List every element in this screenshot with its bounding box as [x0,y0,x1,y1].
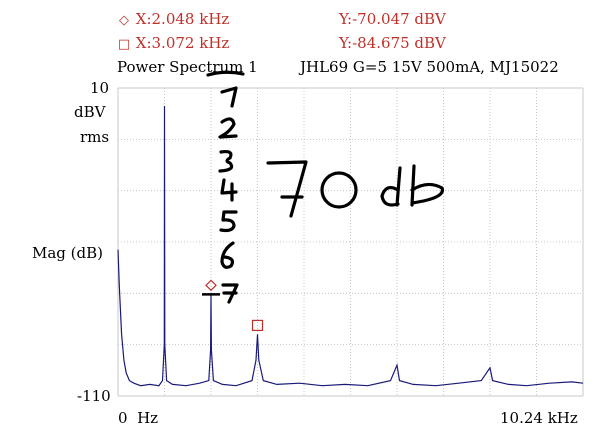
x-tick-end: 10.24 kHz [500,409,578,427]
cursor1-x-readout: ◇ X:2.048 kHz [117,11,229,29]
annotation-70-zero [320,171,358,209]
annotation-d [380,166,402,207]
y-tick-top: 10 [90,79,110,97]
grid-lines [117,87,584,397]
annotation-digit-2 [218,117,238,139]
annotation-digit-1 [220,86,238,108]
cursor1-diamond-marker [205,279,217,292]
cursor1-x-value: X:2.048 kHz [135,10,230,28]
square-marker-icon: □ [117,37,131,52]
handwritten-annotations [206,70,444,304]
y-tick-bottom: -110 [77,387,111,405]
annotation-digit-7 [221,283,239,304]
y-unit-line1: dBV [74,103,106,121]
cursor2-x-value: X:3.072 kHz [135,34,230,52]
annotation-digit-4 [220,178,238,202]
annotation-b [410,164,444,207]
cursor2-square-marker [251,319,264,331]
x-tick-start: 0 Hz [118,409,159,427]
cursor-markers [202,279,264,331]
measurement-description: JHL69 G=5 15V 500mA, MJ15022 [300,58,559,76]
cursor2-y-readout: Y:-84.675 dBV [339,34,446,52]
y-axis-label: Mag (dB) [32,244,104,262]
y-unit-line2: rms [80,128,110,146]
annotation-digit-5 [219,210,238,233]
annotation-digit-6 [220,241,235,269]
annotation-overbar [206,70,245,77]
cursor1-y-readout: Y:-70.047 dBV [339,10,446,28]
annotation-digit-3 [218,150,234,173]
spectrum-trace [117,105,584,387]
annotation-70-seven [266,160,308,218]
cursor2-x-readout: □ X:3.072 kHz [117,35,229,53]
diamond-marker-icon: ◇ [119,13,129,28]
